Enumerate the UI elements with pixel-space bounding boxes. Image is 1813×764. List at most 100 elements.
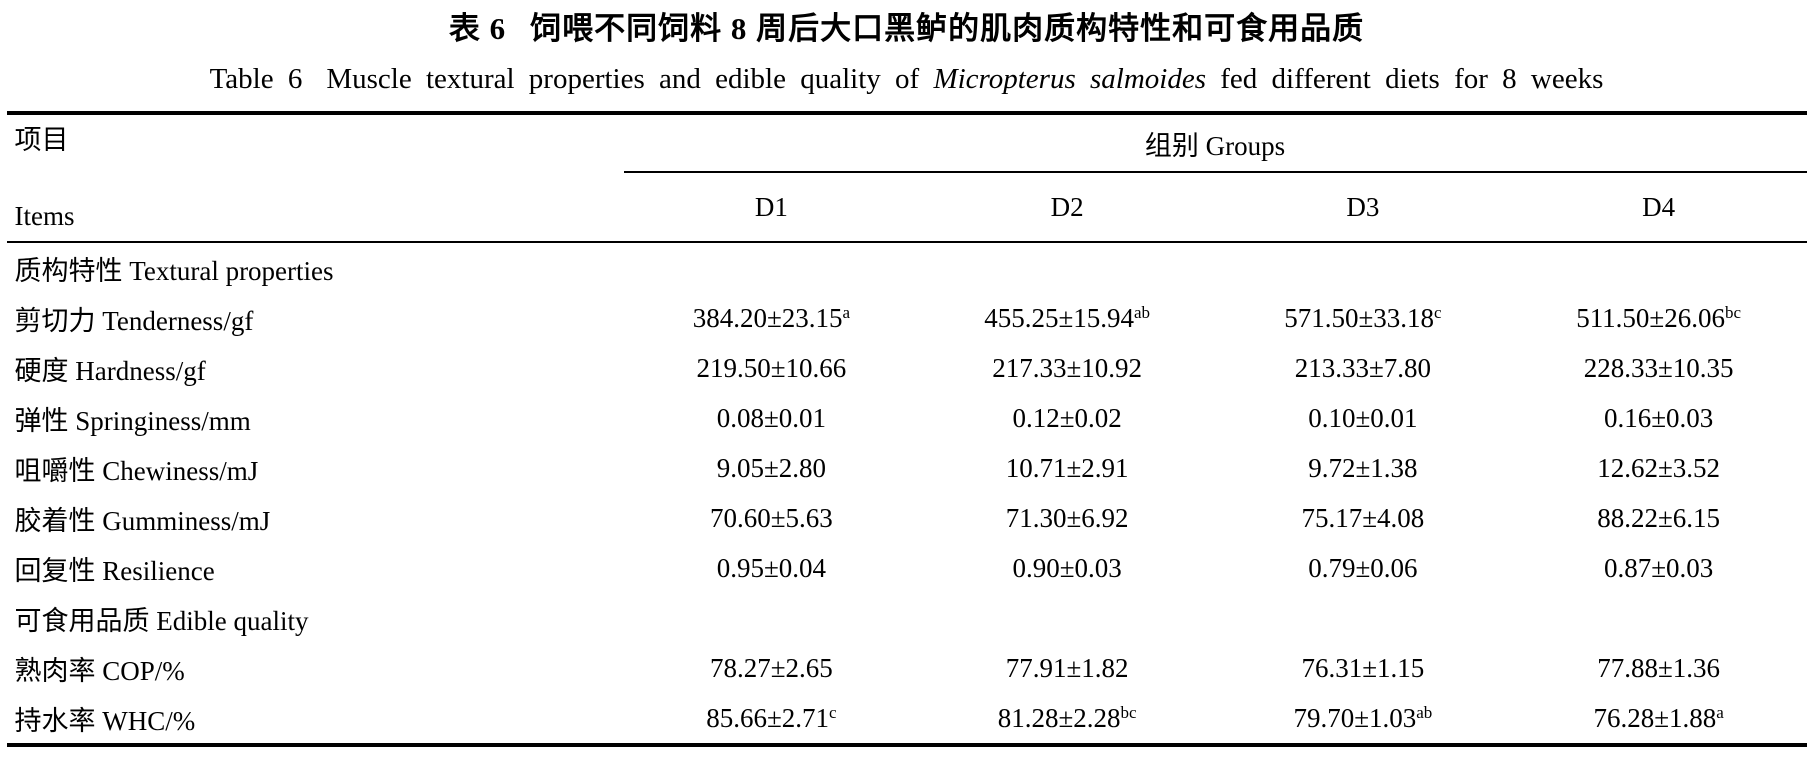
groups-header-label: 组别 Groups xyxy=(1144,130,1286,161)
value-cell: 78.27±2.65 xyxy=(624,653,920,684)
value-cell: 71.30±6.92 xyxy=(919,503,1215,534)
value-text: 0.16±0.03 xyxy=(1603,402,1714,433)
value-cell: 70.60±5.63 xyxy=(624,503,920,534)
row-label: 回复性 Resilience xyxy=(14,555,215,586)
significance-superscript: a xyxy=(842,302,851,322)
value-text: 0.95±0.04 xyxy=(716,552,827,583)
value-cell: 228.33±10.35 xyxy=(1511,353,1807,384)
value-text: 12.62±3.52 xyxy=(1597,452,1721,483)
value-text: 71.30±6.92 xyxy=(1005,502,1129,533)
significance-superscript: bc xyxy=(1120,702,1137,722)
significance-superscript: a xyxy=(1716,702,1724,722)
table-title-en: Table 6 Muscle textural properties and ed… xyxy=(0,61,1813,97)
value-cell: 10.71±2.91 xyxy=(919,453,1215,484)
significance-superscript: c xyxy=(1434,302,1442,322)
items-header-cell: 项目 Items xyxy=(7,115,624,241)
value-cell: 9.72±1.38 xyxy=(1215,453,1511,484)
value-text: 455.25±15.94 xyxy=(984,302,1135,333)
row-label: 可食用品质 Edible quality xyxy=(14,605,309,636)
group-column-headers: D1 D2 D3 D4 xyxy=(624,173,1807,241)
title-en-after-italic: fed different diets for 8 weeks xyxy=(1220,63,1604,95)
value-cell: 213.33±7.80 xyxy=(1215,353,1511,384)
value-text: 0.79±0.06 xyxy=(1308,552,1418,583)
table-body: 质构特性 Textural properties 剪切力 Tenderness/g… xyxy=(7,243,1807,743)
value-cell: 76.28±1.88a xyxy=(1511,703,1807,734)
value-cell: 0.79±0.06 xyxy=(1215,553,1511,584)
table-row: 咀嚼性 Chewiness/mJ 9.05±2.80 10.71±2.91 9.72±… xyxy=(7,443,1807,493)
table-title-zh-text: 饲喂不同饲料 8 周后大口黑鲈的肌肉质构特性和可食用品质 xyxy=(530,11,1365,46)
data-table: 项目 Items 组别 Groups D1 D2 D3 D4 质构特性 Textura… xyxy=(6,111,1807,747)
table-row: 熟肉率 COP/% 78.27±2.65 77.91±1.82 76.31±1.15 7… xyxy=(7,643,1807,693)
value-cell: 0.90±0.03 xyxy=(919,553,1215,584)
group-column-header: D1 xyxy=(754,191,788,222)
value-cell: 75.17±4.08 xyxy=(1215,503,1511,534)
table-number-zh: 表 6 xyxy=(448,11,507,46)
value-text: 0.87±0.03 xyxy=(1603,552,1714,583)
row-label: 持水率 WHC/% xyxy=(14,705,196,736)
value-text: 88.22±6.15 xyxy=(1597,502,1721,533)
value-text: 76.31±1.15 xyxy=(1301,652,1425,683)
value-cell: 571.50±33.18c xyxy=(1215,303,1511,334)
value-text: 10.71±2.91 xyxy=(1005,452,1129,483)
value-text: 85.66±2.71 xyxy=(706,702,830,733)
group-column-header: D2 xyxy=(1050,191,1084,222)
row-label: 剪切力 Tenderness/gf xyxy=(14,305,254,336)
significance-superscript: ab xyxy=(1134,302,1151,322)
value-cell: 0.95±0.04 xyxy=(624,553,920,584)
value-text: 76.28±1.88 xyxy=(1593,702,1717,733)
items-header-zh: 项目 xyxy=(14,125,69,155)
value-text: 70.60±5.63 xyxy=(709,502,833,533)
value-text: 0.10±0.01 xyxy=(1308,402,1418,433)
value-cell: 217.33±10.92 xyxy=(919,353,1215,384)
value-text: 79.70±1.03 xyxy=(1293,702,1417,733)
value-text: 384.20±23.15 xyxy=(692,302,843,333)
table-row: 弹性 Springiness/mm 0.08±0.01 0.12±0.02 0.10±… xyxy=(7,393,1807,443)
value-cell: 0.08±0.01 xyxy=(624,403,920,434)
value-cell: 511.50±26.06bc xyxy=(1511,303,1807,334)
value-text: 511.50±26.06 xyxy=(1576,302,1726,333)
table-header: 项目 Items 组别 Groups D1 D2 D3 D4 xyxy=(6,115,1807,243)
value-text: 228.33±10.35 xyxy=(1583,352,1734,383)
value-text: 77.91±1.82 xyxy=(1005,652,1129,683)
significance-superscript: c xyxy=(829,702,837,722)
value-cell: 77.91±1.82 xyxy=(919,653,1215,684)
table-row: 硬度 Hardness/gf 219.50±10.66 217.33±10.92 21… xyxy=(7,343,1807,393)
value-text: 213.33±7.80 xyxy=(1294,352,1432,383)
value-cell: 12.62±3.52 xyxy=(1511,453,1807,484)
row-label: 质构特性 Textural properties xyxy=(14,255,334,286)
value-cell: 455.25±15.94ab xyxy=(919,303,1215,334)
value-cell: 77.88±1.36 xyxy=(1511,653,1807,684)
value-text: 78.27±2.65 xyxy=(709,652,833,683)
significance-superscript: ab xyxy=(1416,702,1433,722)
value-cell: 0.16±0.03 xyxy=(1511,403,1807,434)
row-label: 熟肉率 COP/% xyxy=(14,655,185,686)
groups-header-rule xyxy=(623,171,1807,173)
table-number-en: Table 6 xyxy=(209,63,303,95)
significance-superscript: bc xyxy=(1725,302,1742,322)
value-cell: 85.66±2.71c xyxy=(624,703,920,734)
value-cell: 88.22±6.15 xyxy=(1511,503,1807,534)
row-label: 胶着性 Gumminess/mJ xyxy=(14,505,271,536)
row-label: 弹性 Springiness/mm xyxy=(14,405,251,436)
row-label: 硬度 Hardness/gf xyxy=(14,355,206,386)
value-cell: 384.20±23.15a xyxy=(624,303,920,334)
group-column-header: D3 xyxy=(1346,191,1380,222)
section-row: 质构特性 Textural properties xyxy=(7,243,1807,293)
value-cell: 79.70±1.03ab xyxy=(1215,703,1511,734)
value-text: 571.50±33.18 xyxy=(1284,302,1435,333)
value-text: 9.05±2.80 xyxy=(716,452,827,483)
table-row: 回复性 Resilience 0.95±0.04 0.90±0.03 0.79±0.0… xyxy=(7,543,1807,593)
value-cell: 76.31±1.15 xyxy=(1215,653,1511,684)
value-cell: 0.12±0.02 xyxy=(919,403,1215,434)
value-cell: 9.05±2.80 xyxy=(624,453,920,484)
table-row: 剪切力 Tenderness/gf 384.20±23.15a 455.25±15.… xyxy=(7,293,1807,343)
value-text: 0.12±0.02 xyxy=(1012,402,1122,433)
items-header-en: Items xyxy=(14,201,75,231)
value-text: 219.50±10.66 xyxy=(696,352,847,383)
table-row: 胶着性 Gumminess/mJ 70.60±5.63 71.30±6.92 75.1… xyxy=(7,493,1807,543)
table-row: 持水率 WHC/% 85.66±2.71c 81.28±2.28bc 79.70±1.… xyxy=(7,693,1807,743)
groups-header-cell: 组别 Groups D1 D2 D3 D4 xyxy=(623,115,1807,241)
species-name-italic: Micropterus salmoides xyxy=(933,63,1206,95)
value-text: 75.17±4.08 xyxy=(1301,502,1425,533)
